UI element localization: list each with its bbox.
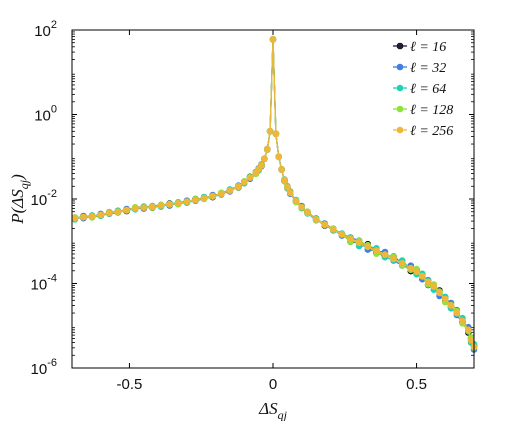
data-point — [266, 128, 274, 135]
data-point — [430, 283, 438, 290]
legend: ℓ = 16 ℓ = 32 ℓ = 64 ℓ = 128 ℓ = 256 — [393, 40, 453, 139]
legend-item: ℓ = 16 — [393, 40, 446, 55]
data-point — [71, 215, 79, 222]
data-point — [329, 226, 337, 233]
y-label-suffix: ) — [8, 174, 27, 181]
legend-label: ℓ = 128 — [410, 103, 453, 118]
data-point — [338, 231, 346, 238]
data-point — [464, 326, 472, 334]
data-point — [407, 264, 415, 272]
data-point — [281, 176, 288, 184]
data-point — [241, 178, 248, 186]
data-point — [149, 203, 156, 210]
data-point — [88, 213, 96, 220]
data-point — [269, 36, 277, 43]
y-label-prefix: P(Δ — [8, 198, 27, 225]
legend-marker — [396, 105, 404, 113]
data-point — [424, 278, 432, 286]
data-point — [131, 205, 139, 212]
y-label-subscript: qj — [17, 179, 31, 189]
data-point — [200, 194, 208, 202]
y-tick-label: 10-6 — [31, 357, 57, 378]
data-point — [275, 153, 283, 161]
data-point — [97, 211, 104, 219]
legend-marker — [396, 63, 404, 71]
data-point — [106, 209, 113, 217]
data-point — [123, 206, 130, 214]
data-point — [304, 209, 311, 217]
legend-label: ℓ = 64 — [410, 82, 446, 97]
data-point — [292, 197, 300, 205]
data-point — [114, 208, 122, 215]
data-point — [286, 189, 294, 197]
x-tick-label: 0.5 — [406, 376, 427, 393]
legend-item: ℓ = 32 — [393, 61, 446, 76]
data-point — [209, 192, 216, 200]
data-point — [157, 202, 165, 209]
series-layer — [71, 35, 478, 353]
legend-marker — [396, 84, 404, 92]
legend-label: ℓ = 32 — [410, 61, 446, 76]
x-tick-label: -0.5 — [116, 376, 142, 393]
x-axis-label: ΔSqj — [258, 399, 287, 421]
data-point — [467, 337, 475, 344]
data-point — [459, 317, 466, 325]
data-point — [373, 247, 380, 254]
plot-frame — [71, 29, 475, 369]
data-point — [390, 255, 397, 263]
data-point — [364, 243, 372, 251]
legend-item: ℓ = 128 — [393, 103, 453, 118]
y-tick-label: 10-4 — [31, 273, 57, 294]
y-tick-label: 100 — [34, 104, 57, 125]
x-label-delta: Δ — [258, 399, 269, 418]
y-label-s: S — [8, 189, 27, 198]
data-point — [436, 289, 443, 297]
data-point — [246, 174, 254, 181]
data-point — [418, 272, 426, 280]
data-point — [192, 196, 199, 204]
data-point — [381, 251, 389, 258]
legend-item: ℓ = 64 — [393, 82, 446, 97]
data-point — [284, 183, 291, 191]
data-point — [347, 235, 354, 242]
data-point — [235, 183, 242, 190]
data-point — [183, 198, 191, 206]
data-point — [321, 221, 329, 228]
data-point — [298, 203, 306, 211]
legend-marker — [396, 42, 404, 50]
legend-marker — [396, 126, 404, 134]
data-point — [355, 239, 363, 247]
x-label-subscript: qj — [278, 408, 288, 421]
legend-label: ℓ = 256 — [410, 124, 453, 139]
data-point — [453, 309, 461, 317]
data-point — [263, 146, 271, 153]
data-point — [398, 259, 406, 267]
plot-area — [72, 30, 474, 368]
y-tick-label: 102 — [34, 19, 57, 40]
data-point — [278, 166, 285, 173]
data-point — [166, 201, 173, 208]
legend-label: ℓ = 16 — [410, 40, 446, 55]
data-point — [226, 187, 234, 194]
data-point — [140, 204, 148, 211]
x-label-s: S — [269, 399, 278, 418]
data-point — [312, 216, 320, 223]
data-point — [447, 302, 455, 309]
data-point — [258, 162, 265, 169]
legend-item: ℓ = 256 — [393, 124, 453, 139]
y-tick-label: 10-2 — [31, 188, 57, 209]
data-point — [261, 155, 268, 162]
series-256 — [71, 36, 478, 351]
data-point — [441, 295, 449, 303]
data-point — [272, 130, 280, 138]
data-point — [218, 190, 225, 198]
x-tick-label: 0 — [269, 376, 277, 393]
data-point — [80, 213, 87, 221]
data-point — [174, 199, 182, 207]
y-axis-label: P(ΔSqj) — [8, 174, 31, 225]
data-point — [413, 268, 420, 276]
